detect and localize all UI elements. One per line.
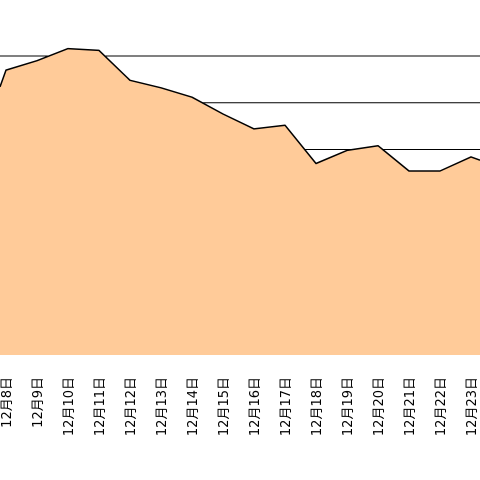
series-line <box>0 47 480 172</box>
x-tick-label: 12月21日 <box>403 377 418 436</box>
x-tick-labels: 12月8日 12月9日 12月10日 12月11日 12月12日 12月13日 12月14日… <box>0 377 480 436</box>
x-tick-label: 12月19日 <box>341 377 356 436</box>
x-tick-label: 12月9日 <box>31 377 46 428</box>
x-tick-label: 12月20日 <box>372 377 387 436</box>
grid-layer <box>0 55 480 150</box>
x-tick-label: 12月8日 <box>0 377 15 428</box>
x-tick-label: 12月14日 <box>186 377 201 436</box>
x-tick-label: 12月18日 <box>310 377 325 436</box>
x-tick-label: 12月10日 <box>62 377 77 436</box>
x-tick-label: 12月17日 <box>279 377 294 436</box>
series-line-layer <box>0 47 480 172</box>
x-tick-label: 12月16日 <box>248 377 263 436</box>
x-tick-label: 12月22日 <box>434 377 449 436</box>
x-tick-label: 12月23日 <box>465 377 480 436</box>
x-tick-label: 12月15日 <box>217 377 232 436</box>
x-tick-label: 12月11日 <box>93 377 108 436</box>
x-tick-label: 12月12日 <box>124 377 139 436</box>
x-tick-label: 12月13日 <box>155 377 170 436</box>
area-layer <box>0 48 480 355</box>
series-area-fill <box>0 48 480 355</box>
